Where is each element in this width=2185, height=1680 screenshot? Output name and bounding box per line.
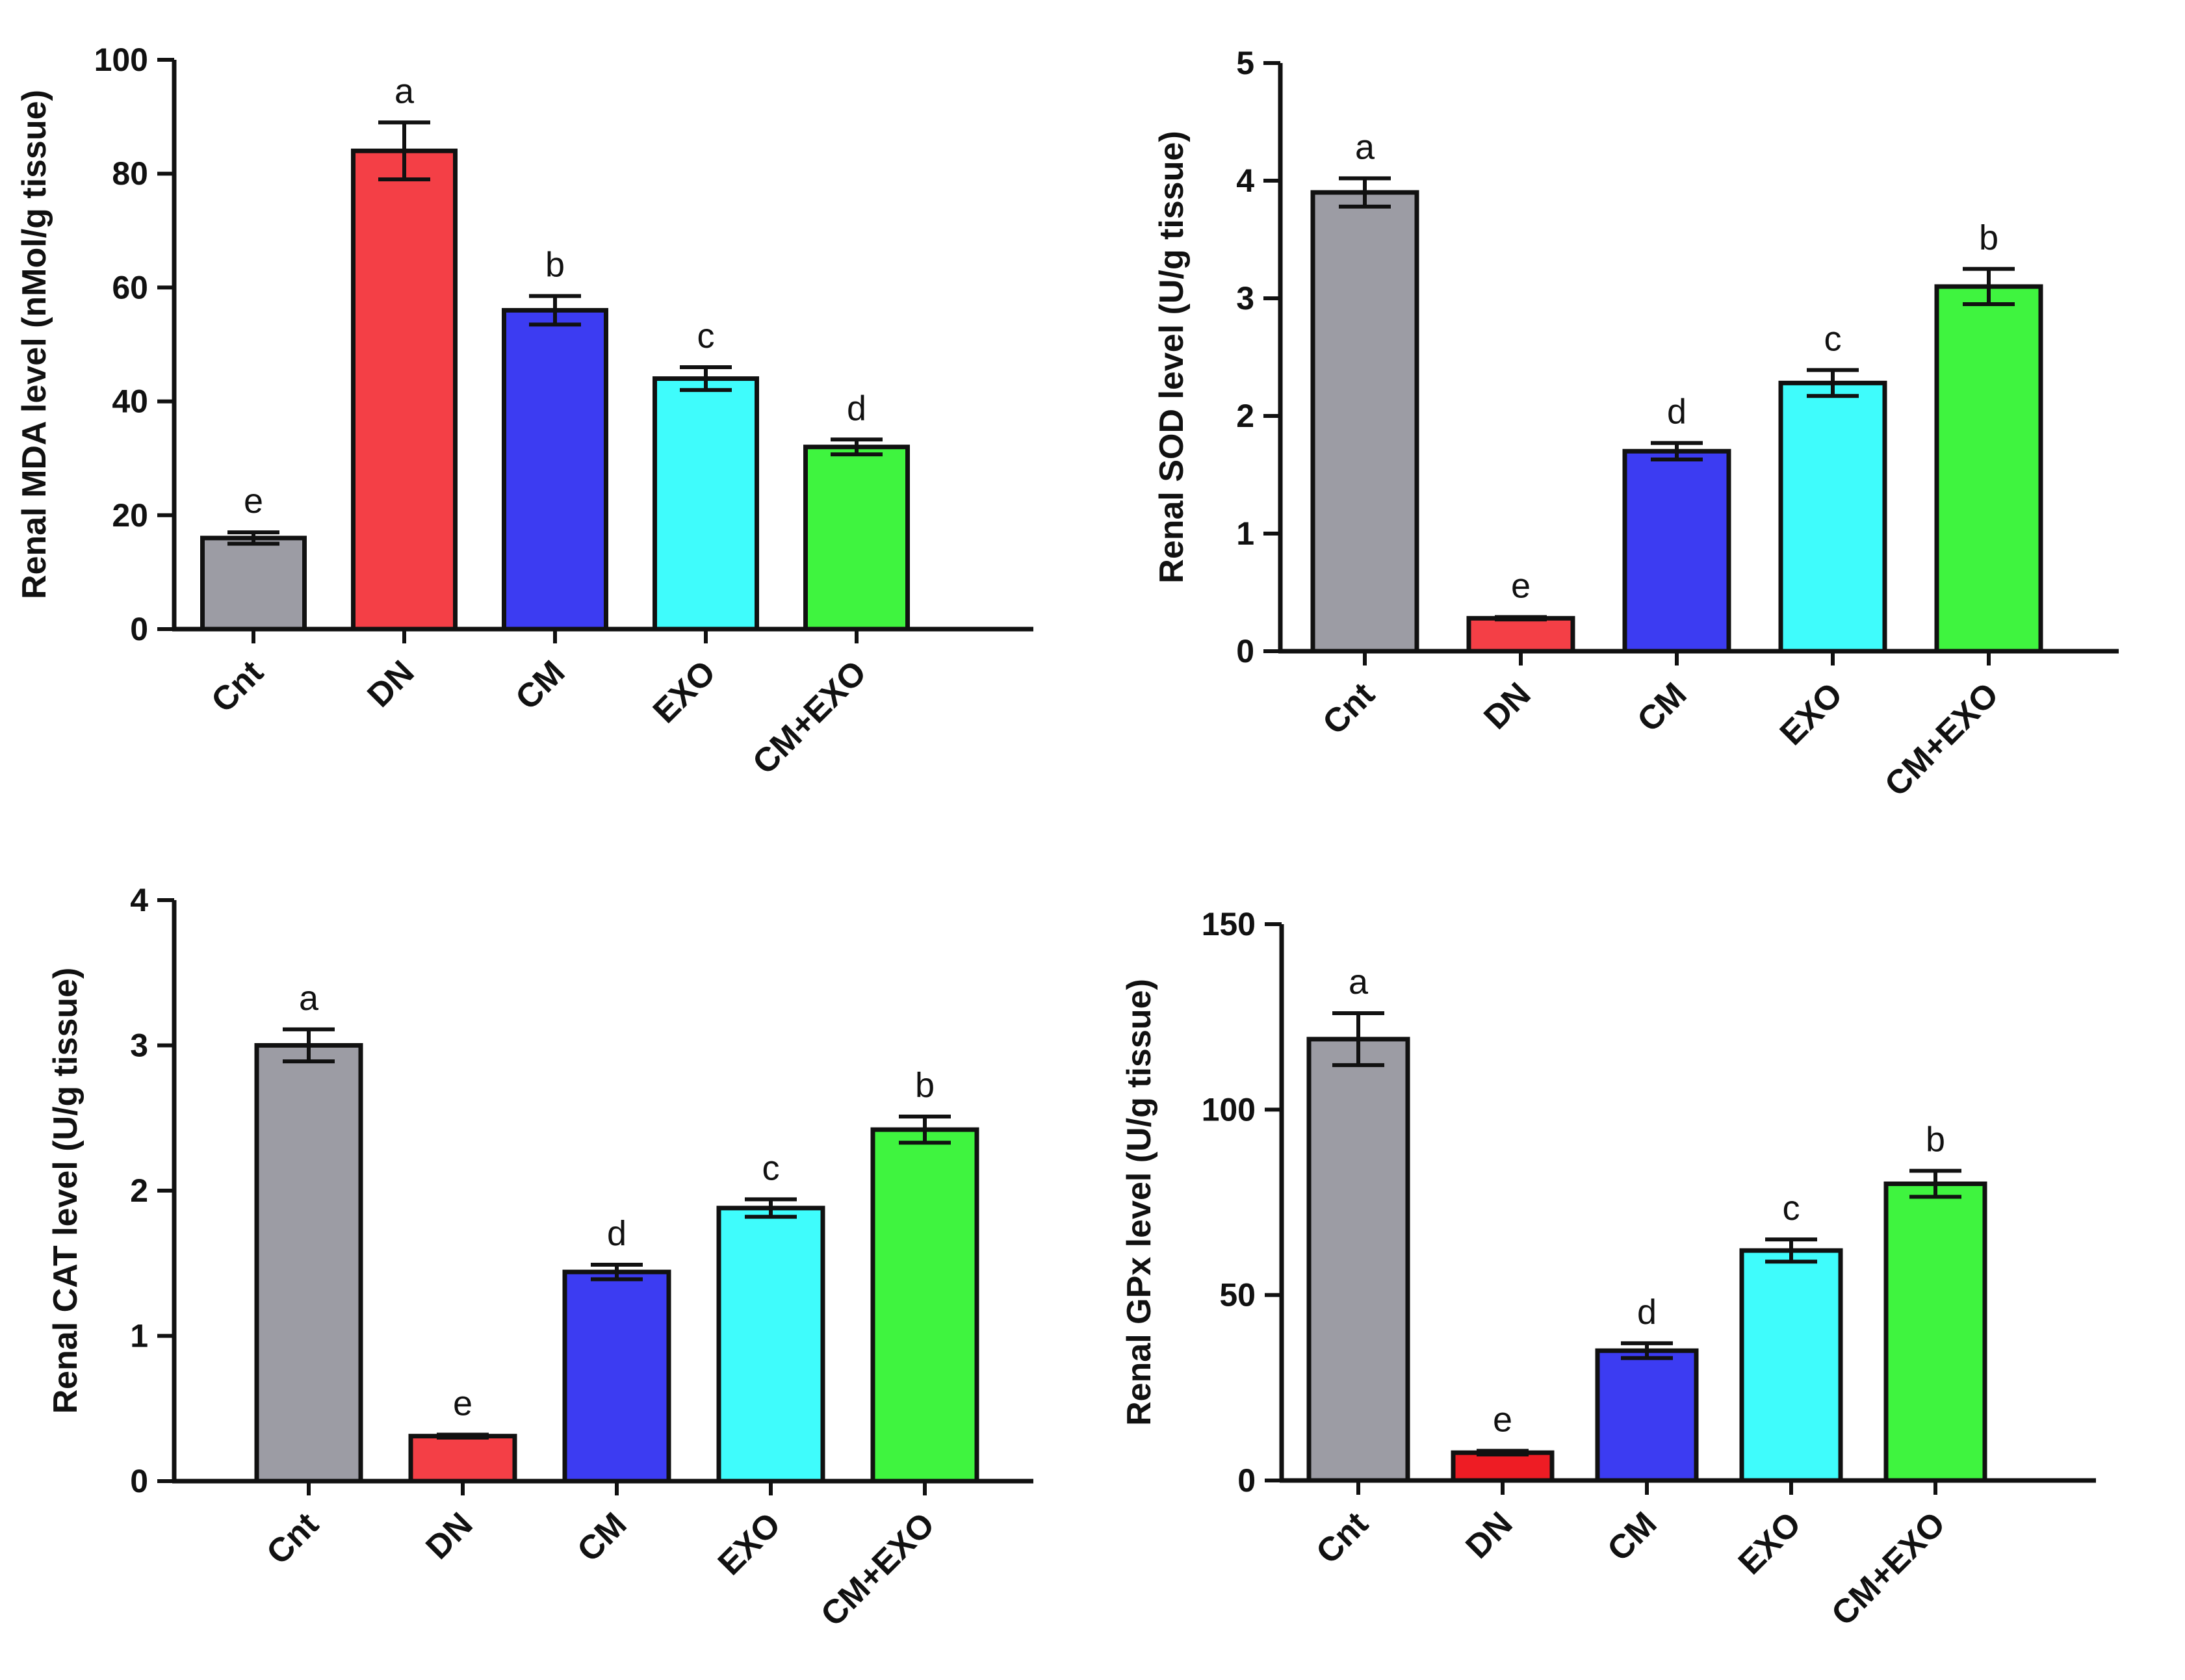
y-tick-label: 5 [1236, 45, 1254, 81]
y-axis-title: Renal CAT level (U/g tissue) [47, 968, 84, 1414]
significance-label: d [1667, 393, 1687, 432]
bar-cm-exo [803, 445, 910, 632]
error-bar [1339, 176, 1391, 209]
y-tick-label: 4 [1236, 162, 1254, 199]
bar-cm-exo [870, 1127, 979, 1484]
bar-cnt [200, 536, 307, 632]
bar-exo [653, 376, 759, 632]
bar-cm-exo [1934, 284, 2043, 654]
bar-exo [1778, 380, 1887, 654]
bar-cm [562, 1269, 671, 1484]
error-bar [899, 1115, 951, 1145]
bar-cm [502, 307, 608, 632]
significance-label: c [697, 317, 715, 355]
significance-label: a [1355, 127, 1375, 166]
error-bar [1765, 1237, 1817, 1264]
bar-dn [1451, 1450, 1555, 1483]
error-bar [591, 1262, 643, 1282]
y-tick-label: 3 [130, 1027, 148, 1064]
significance-label: a [394, 71, 415, 110]
y-tick-label: 0 [1236, 633, 1254, 669]
significance-label: d [847, 389, 866, 428]
significance-label: b [545, 246, 565, 285]
error-bar [437, 1432, 489, 1440]
y-tick-label: 100 [1202, 1091, 1256, 1128]
significance-label: c [1824, 319, 1842, 358]
error-bar [1651, 441, 1703, 461]
y-tick-label: 50 [1219, 1277, 1256, 1313]
error-bar [283, 1027, 335, 1064]
error-bar [1963, 266, 2015, 307]
significance-label: e [1511, 567, 1531, 606]
y-tick-label: 0 [1237, 1462, 1256, 1499]
significance-label: b [915, 1066, 935, 1105]
bar-dn [351, 148, 458, 632]
significance-label: e [453, 1384, 472, 1423]
y-tick-label: 1 [1236, 515, 1254, 552]
error-bar [529, 294, 581, 327]
error-bar [378, 120, 430, 181]
bar-cnt [1306, 1037, 1410, 1483]
significance-label: e [1493, 1400, 1512, 1439]
significance-label: d [1637, 1293, 1657, 1332]
bar-cnt [254, 1043, 363, 1484]
error-bar [1332, 1011, 1384, 1067]
error-bar [227, 530, 279, 546]
bar-cm [1622, 448, 1731, 654]
bar-cnt [1310, 190, 1419, 654]
bar-exo [1739, 1248, 1843, 1483]
error-bar [680, 365, 732, 393]
bar-exo [716, 1206, 825, 1484]
y-tick-label: 1 [130, 1318, 148, 1354]
significance-label: c [762, 1148, 780, 1187]
y-tick-label: 3 [1236, 280, 1254, 317]
error-bar [1495, 615, 1547, 622]
y-axis-title: Renal MDA level (nMol/g tissue) [16, 90, 53, 599]
significance-label: b [1926, 1120, 1945, 1159]
bar-cm [1595, 1348, 1699, 1483]
error-bar [1477, 1449, 1529, 1457]
y-axis-title: Renal SOD level (U/g tissue) [1153, 131, 1191, 583]
y-tick-label: 2 [1236, 398, 1254, 434]
y-tick-label: 40 [112, 383, 148, 420]
y-tick-label: 0 [130, 1463, 148, 1499]
y-tick-label: 60 [112, 269, 148, 305]
significance-label: c [1783, 1189, 1800, 1228]
y-tick-label: 150 [1202, 906, 1256, 942]
error-bar [745, 1197, 797, 1219]
y-tick-label: 0 [130, 611, 148, 647]
bar-dn [408, 1434, 517, 1484]
bar-cm-exo [1883, 1181, 1987, 1483]
error-bar [831, 437, 883, 457]
y-tick-label: 100 [94, 42, 148, 78]
y-tick-label: 4 [130, 882, 148, 918]
y-axis-title: Renal GPx level (U/g tissue) [1120, 979, 1158, 1426]
significance-label: a [1349, 963, 1369, 1002]
significance-label: a [299, 979, 319, 1018]
y-tick-label: 80 [112, 155, 148, 192]
y-tick-label: 2 [130, 1172, 148, 1209]
y-tick-label: 20 [112, 497, 148, 534]
error-bar [1621, 1341, 1673, 1360]
error-bar [1807, 368, 1859, 398]
significance-label: d [607, 1214, 627, 1253]
significance-label: e [244, 482, 263, 521]
error-bar [1909, 1169, 1961, 1199]
significance-label: b [1979, 218, 1998, 257]
bar-dn [1466, 615, 1575, 654]
